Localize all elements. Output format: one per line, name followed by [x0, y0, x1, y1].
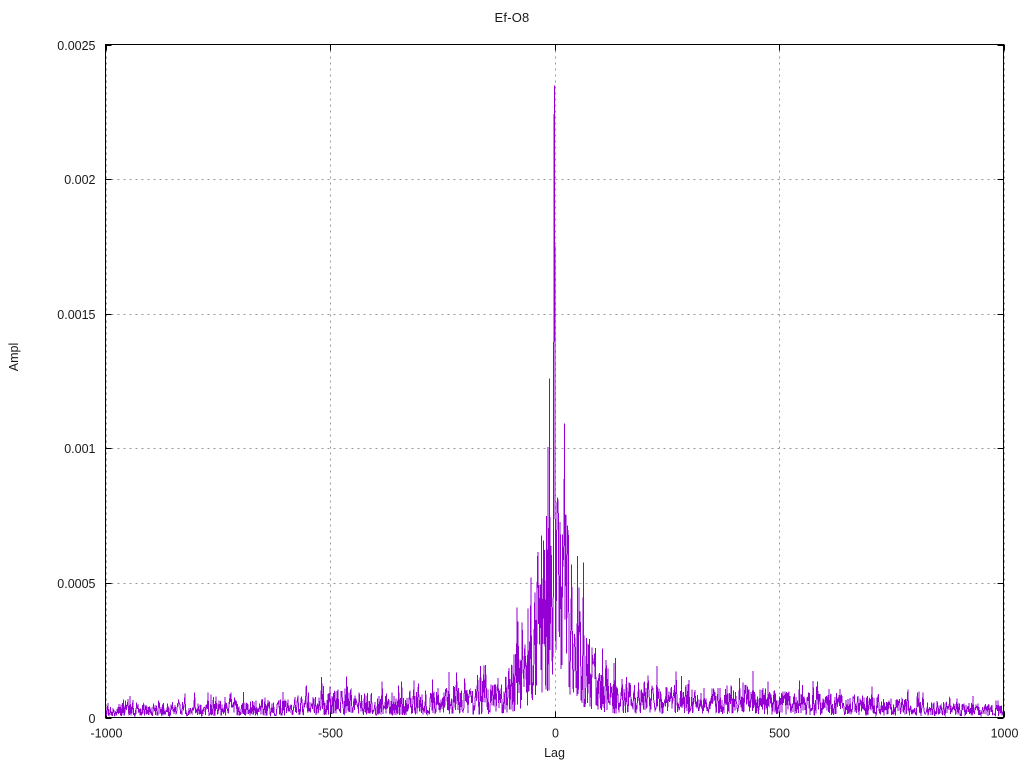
y-tick-label: 0.002: [64, 173, 95, 187]
x-tick-label: -1000: [91, 727, 123, 741]
data-series-ef-o8: [105, 85, 1004, 718]
x-tick-label: 0: [552, 727, 559, 741]
tick-marks: [105, 44, 1005, 719]
tick-labels: -1000 -500 0 500 1000 0 0.0005 0.001 0.0015 0.002…: [57, 39, 1018, 741]
chart-title: Ef-O8: [494, 10, 530, 25]
x-tick-label: -500: [318, 727, 343, 741]
y-tick-label: 0.0005: [57, 577, 95, 591]
y-tick-label: 0.001: [64, 442, 95, 456]
series-line-ef-o8: [105, 85, 1004, 718]
y-tick-label: 0: [89, 712, 96, 726]
grid-lines: [105, 44, 1005, 718]
y-tick-label: 0.0015: [57, 308, 95, 322]
x-tick-label: 500: [769, 727, 790, 741]
x-tick-label: 1000: [991, 727, 1019, 741]
y-tick-label: 0.0025: [57, 39, 95, 53]
plot-border: [105, 44, 1004, 718]
x-axis-label: Lag: [544, 746, 565, 760]
